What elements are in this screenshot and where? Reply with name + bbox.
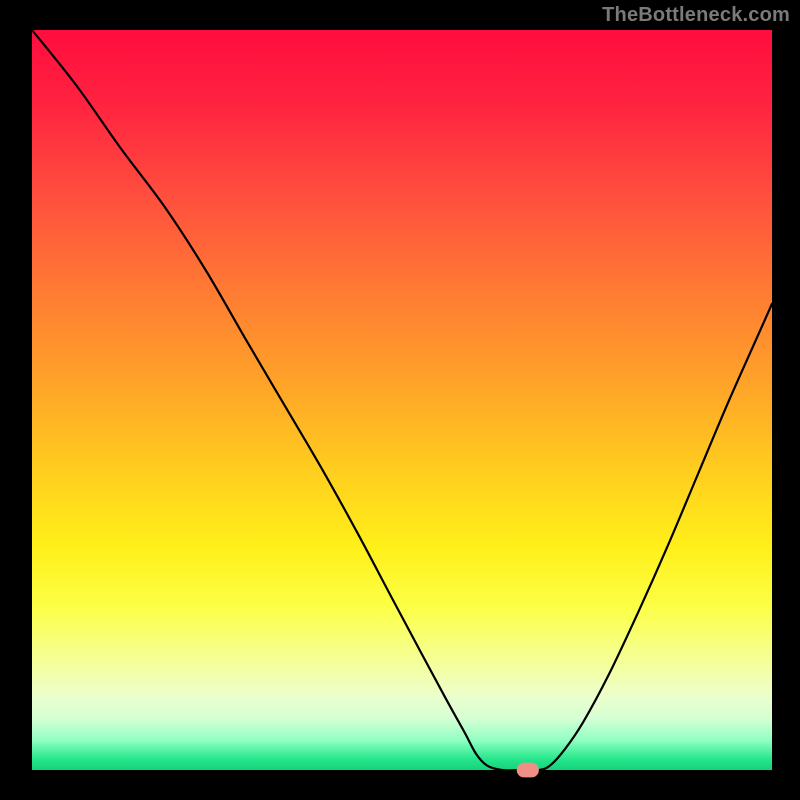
frame-left — [0, 0, 32, 800]
optimal-point-marker — [517, 763, 539, 778]
frame-bottom — [0, 770, 800, 800]
frame-right — [772, 0, 800, 800]
chart-background — [32, 30, 772, 770]
watermark-text: TheBottleneck.com — [602, 4, 790, 27]
bottleneck-chart — [0, 0, 800, 800]
